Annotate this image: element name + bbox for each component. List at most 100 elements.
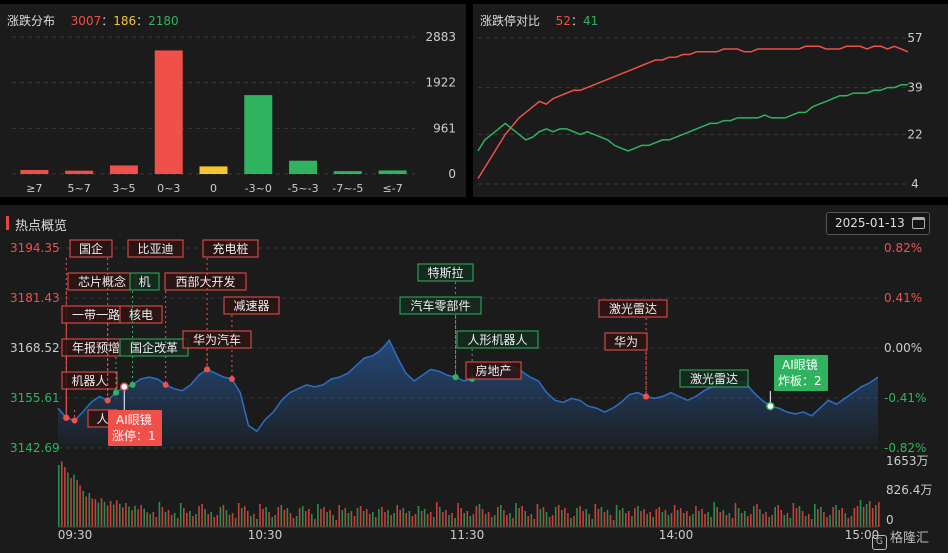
y-right-tick-label: -0.82% (884, 441, 926, 455)
volume-bar (390, 515, 392, 527)
volume-bar (756, 504, 758, 527)
y-right-tick-label: 0.41% (884, 291, 922, 305)
volume-bar (637, 506, 639, 527)
volume-bar (445, 510, 447, 527)
volume-bar (207, 514, 209, 527)
volume-label: 826.4万 (886, 483, 932, 497)
volume-bar (588, 514, 590, 527)
volume-bar (350, 511, 353, 527)
volume-bar (628, 511, 630, 527)
volume-bar (618, 510, 621, 527)
volume-bar (176, 518, 179, 527)
event-label-box (61, 371, 118, 390)
event-label-box (679, 369, 749, 388)
volume-bar (871, 508, 874, 527)
volume-bar (167, 510, 170, 527)
volume-bar (487, 512, 490, 527)
volume-bar (481, 509, 484, 527)
volume-bar (286, 508, 289, 527)
volume-bar (789, 518, 792, 527)
volume-bar (289, 513, 292, 527)
bar (154, 50, 183, 174)
volume-bar (94, 499, 97, 527)
callout-box (108, 410, 162, 446)
brand-name: 格隆汇 (890, 531, 930, 546)
event-label: 国企 (79, 241, 103, 256)
volume-bar (707, 512, 709, 527)
callout-box (774, 355, 828, 391)
x-tick-label: ≤-7 (383, 182, 403, 195)
volume-bar (652, 517, 654, 527)
volume-bar (582, 511, 584, 527)
x-tick-label: 3~5 (112, 182, 135, 195)
event-label: 特斯拉 (427, 265, 463, 280)
volume-bar (332, 515, 334, 527)
volume-bar (777, 505, 779, 527)
volume-bar (518, 508, 520, 527)
event-label: 激光雷达 (690, 372, 738, 386)
y-tick-label: 2883 (425, 30, 456, 44)
volume-bar (469, 516, 472, 527)
y-tick-label: 22 (907, 127, 922, 141)
volume-bar (585, 509, 587, 527)
bar (333, 171, 362, 174)
volume-bar (463, 513, 465, 527)
volume-bar (381, 507, 383, 527)
volume-bar (716, 507, 718, 527)
volume-bar (326, 512, 328, 527)
volume-bar (329, 510, 331, 527)
volume-bar (664, 510, 667, 527)
y-tick-label: 39 (907, 81, 922, 95)
y-right-tick-label: 0.00% (884, 341, 922, 355)
volume-bar (841, 508, 843, 527)
volume-bar (451, 513, 453, 527)
bar (65, 170, 94, 174)
up-count: 3007 (70, 14, 102, 28)
volume-bar (253, 514, 255, 527)
volume-bar (375, 517, 377, 527)
volume-bar (762, 514, 764, 527)
volume-bar (149, 514, 151, 527)
volume-bar (228, 515, 231, 527)
volume-bar (152, 512, 155, 527)
volume-bar (384, 512, 386, 527)
y-left-tick-label: 3194.35 (10, 241, 60, 255)
volume-bar (414, 514, 417, 527)
volume-bar (115, 500, 118, 527)
volume-bar (859, 500, 862, 527)
volume-bar (58, 465, 60, 527)
volume-bar (125, 503, 127, 527)
bar (244, 95, 273, 174)
volume-bar (198, 506, 200, 527)
volume-bar (542, 507, 545, 527)
volume-bar (557, 505, 560, 527)
date-picker[interactable]: 2025-01-13 (826, 212, 930, 235)
callout-detail: 涨停：1 (112, 428, 156, 443)
volume-bar (600, 507, 603, 527)
volume-bar (527, 516, 529, 527)
volume-bar (420, 511, 423, 527)
volume-bar (686, 511, 688, 527)
volume-bar (128, 506, 130, 527)
volume-bar (216, 515, 219, 527)
volume-bar (320, 509, 322, 527)
volume-bar (545, 512, 548, 527)
ratio-header: 涨跌停对比 52：41 (480, 12, 598, 29)
volume-bar (466, 511, 469, 527)
volume-bar (594, 504, 597, 527)
volume-bar (484, 514, 487, 527)
event-label: 一带一路 (72, 307, 120, 322)
volume-bar (67, 472, 69, 527)
volume-bar (204, 509, 206, 527)
event-label-box (182, 330, 252, 349)
calendar-icon[interactable] (912, 217, 925, 229)
volume-bar (826, 517, 828, 527)
volume-bar (634, 508, 636, 527)
volume-bar (823, 512, 825, 527)
limit-up-count: 52 (555, 14, 571, 28)
volume-bar (695, 506, 697, 527)
event-label: 华为汽车 (193, 332, 241, 347)
volume-bar (131, 510, 133, 527)
event-label: 房地产 (475, 363, 511, 378)
volume-bar (606, 510, 609, 527)
